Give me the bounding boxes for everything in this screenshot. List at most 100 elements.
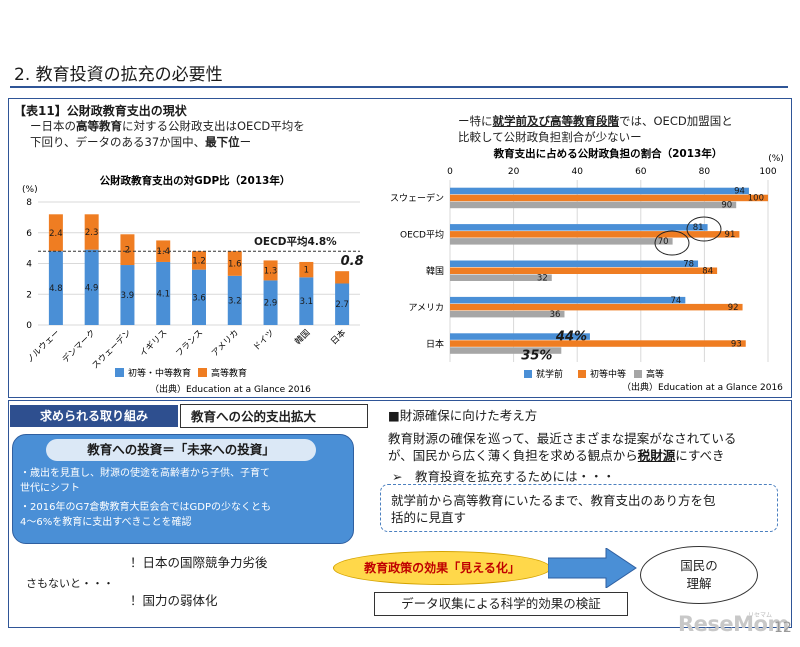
y-tick-label: 0 [26, 321, 32, 331]
bar [450, 238, 673, 245]
data-label: 1.4 [156, 247, 170, 257]
data-label: 1.2 [192, 256, 206, 266]
x-tick-label: フランス [174, 328, 205, 359]
x-tick-label: デンマーク [60, 327, 98, 365]
page-number: 12 [774, 620, 792, 636]
resemom-logo-small: リセマム [748, 612, 773, 619]
data-label: 2.9 [264, 299, 278, 309]
review-line1: 就学前から高等教育にいたるまで、教育支出のあり方を包 [391, 493, 716, 508]
note-right-text1: ー特に [458, 114, 493, 128]
bullet-1-line1: ・歳出を見直し、財源の使途を高齢者から子供、子育て [20, 468, 270, 479]
data-label: 93 [731, 339, 742, 349]
bar-segment [120, 265, 135, 325]
bar-segment [156, 261, 171, 325]
data-label: 35% [521, 348, 552, 363]
data-label: 0.8 [341, 254, 364, 269]
legend-swatch-tertiary [634, 370, 642, 378]
policy-label: 教育への公的支出拡大 [180, 404, 368, 428]
highlight-circle-higher [654, 230, 690, 256]
bar [450, 274, 552, 281]
y-tick-label: 8 [26, 198, 32, 208]
data-label: 4.1 [156, 289, 170, 299]
bar [450, 340, 746, 347]
data-label: 1.3 [264, 266, 278, 276]
data-label: 91 [725, 230, 736, 240]
charts-frame [8, 98, 792, 398]
investment-heading: 教育への投資＝「未来への投資」 [46, 439, 316, 461]
legend-label-secondary: 初等中等 [590, 368, 626, 380]
x-tick-label: 0 [447, 167, 453, 177]
bar-segment [48, 251, 63, 325]
note-left-bold1: 高等教育 [76, 119, 122, 133]
bar [450, 347, 562, 354]
note-left-bold2: 最下位 [205, 135, 240, 149]
data-label: 81 [693, 223, 704, 233]
oecd-average-label: OECD平均4.8% [254, 235, 337, 248]
legend-swatch-secondary [578, 370, 586, 378]
y-tick-label: 2 [26, 290, 32, 300]
data-label: 94 [734, 187, 745, 197]
bar-segment [227, 251, 242, 276]
x-tick-label: 100 [759, 167, 776, 177]
left-chart-title: 公財政教育支出の対GDP比（2013年） [100, 174, 291, 187]
data-label: 92 [728, 303, 739, 313]
bar [450, 187, 749, 195]
table-label: 【表11】公財政教育支出の現状 [14, 104, 187, 118]
data-label: 70 [658, 237, 669, 247]
data-label: 1 [304, 266, 309, 276]
legend-label-primary: 初等・中等教育 [128, 367, 191, 379]
y-tick-label: 日本 [426, 338, 444, 350]
left-chart-ylabel: (%) [22, 185, 38, 195]
data-label: 4.9 [85, 283, 99, 293]
bar-segment [48, 214, 63, 252]
bottom-frame [8, 400, 792, 628]
x-tick-label: ノルウェー [25, 328, 62, 365]
bar [450, 296, 686, 304]
data-label: 100 [748, 194, 764, 204]
data-verification-box: データ収集による科学的効果の検証 [374, 592, 628, 616]
x-tick-label: 日本 [328, 327, 348, 347]
title-underline [10, 86, 788, 88]
data-label: 2.4 [49, 229, 63, 239]
bar [450, 231, 740, 238]
finance-line1: 教育財源の確保を巡って、最近さまざまな提案がなされている [388, 431, 737, 446]
page-title: 2. 教育投資の拡充の必要性 [14, 65, 223, 85]
bar-segment [192, 251, 206, 270]
highlight-circle-preschool [686, 216, 722, 242]
right-chart-title: 教育支出に占める公財政負担の割合（2013年） [493, 147, 723, 160]
bar [450, 260, 699, 267]
bar-segment [299, 277, 314, 325]
note-right: ー特に就学前及び高等教育段階では、OECD加盟国と 比較して公財政負担割合が少な… [458, 113, 778, 145]
data-label: 2.7 [335, 300, 349, 310]
legend-swatch-preschool [524, 370, 532, 378]
legend-label-preschool: 就学前 [536, 368, 563, 380]
bar [450, 310, 565, 318]
bar-segment [227, 275, 242, 325]
otherwise-label: さもないと・・・ [26, 577, 114, 590]
x-tick-label: 40 [571, 167, 583, 177]
bar [450, 224, 708, 231]
bar [450, 201, 737, 209]
data-label: 32 [537, 274, 548, 284]
legend-label-higher: 高等教育 [211, 367, 247, 379]
legend-swatch-higher [198, 368, 207, 377]
bullet-2-line2: 4～6%を教育に支出すべきことを確認 [20, 517, 192, 528]
right-chart-source: （出典）Education at a Glance 2016 [622, 381, 783, 393]
y-tick-label: スウェーデン [390, 192, 444, 204]
bar-segment [335, 271, 350, 284]
right-arrow-icon [548, 548, 637, 588]
bar-segment [192, 269, 206, 325]
data-label: 74 [670, 296, 681, 306]
bullet-2-line1: ・2016年のG7倉敷教育大臣会合ではGDPの少なくとも [20, 502, 272, 513]
bar [450, 194, 768, 202]
finance-line2b: 税財源 [637, 448, 676, 463]
note-left-text1b: に対する公財政支出はOECD平均を [122, 119, 305, 133]
public-understanding-oval: 国民の 理解 [640, 546, 758, 604]
bullet-2: ・2016年のG7倉敷教育大臣会合ではGDPの少なくとも 4～6%を教育に支出す… [20, 500, 271, 530]
legend-swatch-primary [115, 368, 124, 377]
left-chart-bars: 4.8 2.4 4.9 2.3 3.9 2 4.1 1.4 3.6 1.2 3.2 1.6 2.9 1.3… [48, 214, 364, 325]
x-tick-label: イギリス [138, 328, 169, 359]
data-label: 4.8 [49, 284, 63, 294]
